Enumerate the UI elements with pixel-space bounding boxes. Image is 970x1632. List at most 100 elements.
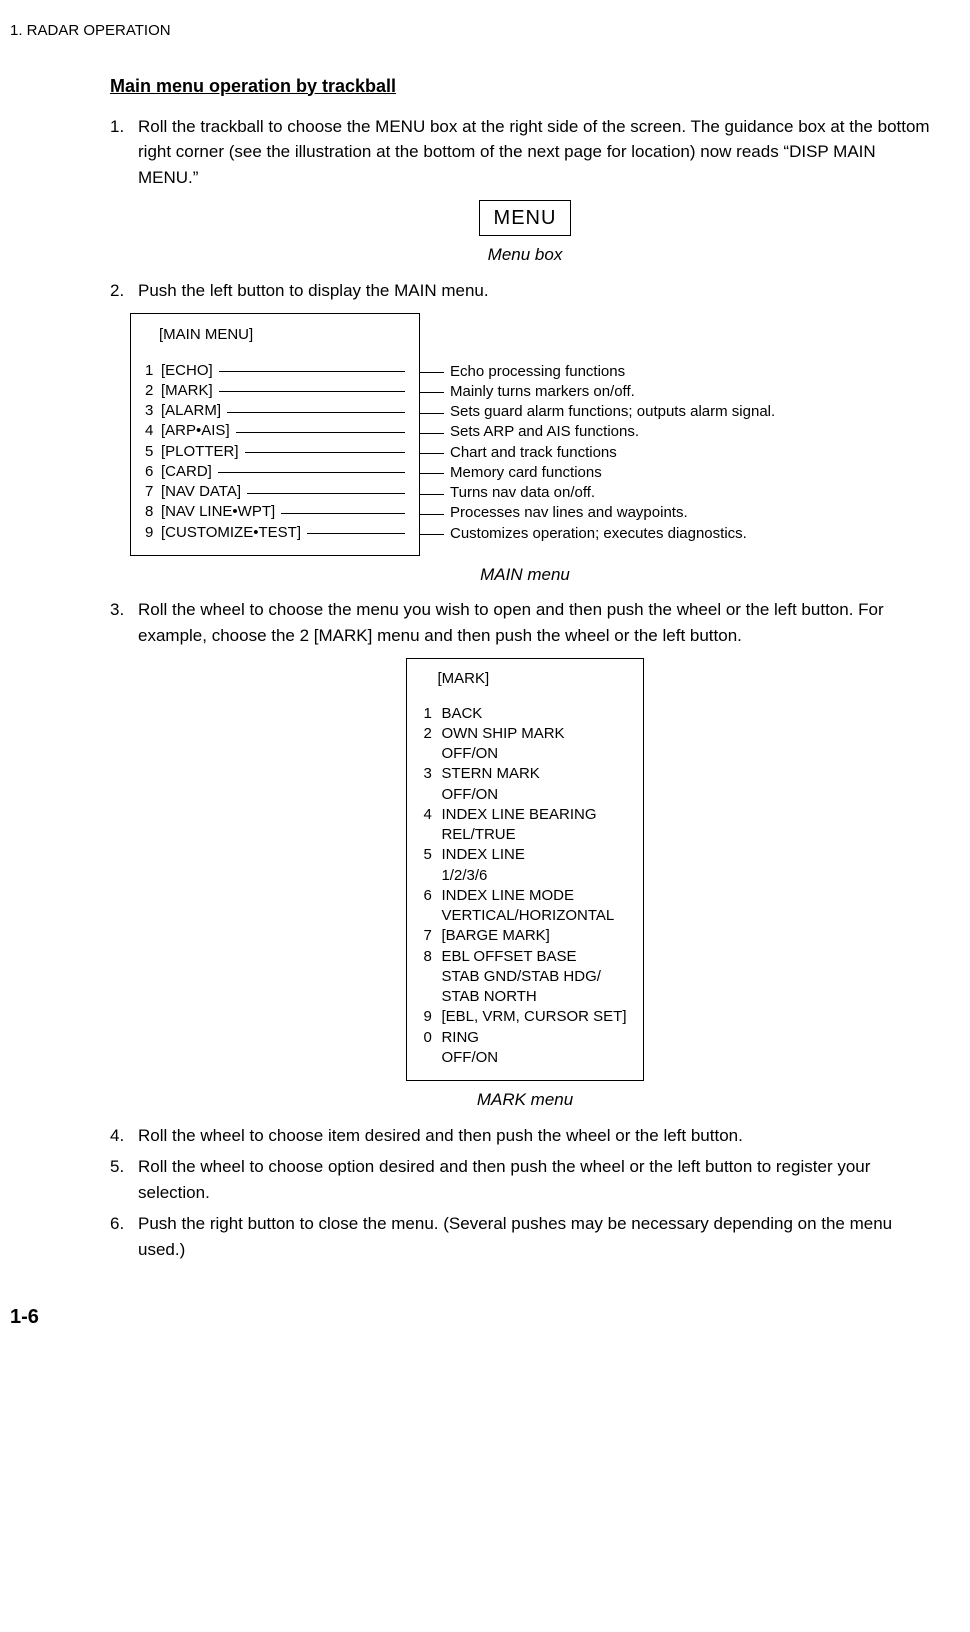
mark-menu-item: 0RING <box>423 1028 626 1048</box>
item-label: [ECHO] <box>161 361 219 381</box>
item-label: [ARP•AIS] <box>161 421 236 441</box>
step-number: 6. <box>110 1211 138 1262</box>
item-option: STAB NORTH <box>423 987 626 1007</box>
main-menu-desc: Sets guard alarm functions; outputs alar… <box>420 402 775 422</box>
menu-box-figure: MENU <box>110 200 940 236</box>
item-option: 1/2/3/6 <box>423 866 626 886</box>
page-header: 1. RADAR OPERATION <box>10 20 950 43</box>
desc-text: Sets guard alarm functions; outputs alar… <box>450 402 775 422</box>
item-number: 8 <box>423 947 441 967</box>
main-menu-desc: Mainly turns markers on/off. <box>420 382 775 402</box>
leader-line <box>307 533 405 534</box>
main-menu-item: 2[MARK] <box>145 381 405 401</box>
item-number: 9 <box>145 523 161 543</box>
step-4: 4. Roll the wheel to choose item desired… <box>110 1123 940 1149</box>
mark-menu-item: 4INDEX LINE BEARING <box>423 805 626 825</box>
main-menu-desc: Chart and track functions <box>420 443 775 463</box>
main-menu-item: 7[NAV DATA] <box>145 482 405 502</box>
item-number: 8 <box>145 502 161 522</box>
item-number: 7 <box>423 926 441 946</box>
item-label: [BARGE MARK] <box>441 926 549 946</box>
item-number: 4 <box>423 805 441 825</box>
desc-text: Processes nav lines and waypoints. <box>450 503 688 523</box>
desc-text: Customizes operation; executes diagnosti… <box>450 524 747 544</box>
mark-menu-box: [MARK] 1BACK2OWN SHIP MARKOFF/ON3STERN M… <box>406 658 643 1081</box>
desc-text: Echo processing functions <box>450 362 625 382</box>
main-menu-box: [MAIN MENU] 1[ECHO]2[MARK]3[ALARM]4[ARP•… <box>130 313 420 556</box>
item-label: INDEX LINE MODE <box>441 886 574 906</box>
main-menu-item: 6[CARD] <box>145 462 405 482</box>
leader-line <box>247 493 405 494</box>
section-title: Main menu operation by trackball <box>110 73 940 100</box>
leader-line <box>245 452 405 453</box>
main-menu-desc: Echo processing functions <box>420 362 775 382</box>
item-option: OFF/ON <box>423 1048 626 1068</box>
desc-text: Mainly turns markers on/off. <box>450 382 635 402</box>
leader-line <box>420 413 444 414</box>
main-menu-item: 9[CUSTOMIZE•TEST] <box>145 523 405 543</box>
step-1: 1. Roll the trackball to choose the MENU… <box>110 114 940 191</box>
item-number: 0 <box>423 1028 441 1048</box>
item-label: OWN SHIP MARK <box>441 724 564 744</box>
main-menu-desc: Customizes operation; executes diagnosti… <box>420 524 775 544</box>
item-option: OFF/ON <box>423 744 626 764</box>
main-menu-item: 4[ARP•AIS] <box>145 421 405 441</box>
step-number: 5. <box>110 1154 138 1205</box>
menu-box: MENU <box>479 200 572 236</box>
item-label: INDEX LINE <box>441 845 524 865</box>
step-number: 1. <box>110 114 138 191</box>
main-menu-item: 3[ALARM] <box>145 401 405 421</box>
leader-line <box>420 514 444 515</box>
leader-line <box>420 453 444 454</box>
main-menu-figure: [MAIN MENU] 1[ECHO]2[MARK]3[ALARM]4[ARP•… <box>130 313 940 556</box>
mark-menu-item: 8EBL OFFSET BASE <box>423 947 626 967</box>
item-label: STERN MARK <box>441 764 539 784</box>
item-number: 5 <box>423 845 441 865</box>
main-menu-item: 5[PLOTTER] <box>145 442 405 462</box>
step-number: 2. <box>110 278 138 304</box>
item-number: 6 <box>145 462 161 482</box>
main-menu-desc: Memory card functions <box>420 463 775 483</box>
step-text: Roll the wheel to choose option desired … <box>138 1154 940 1205</box>
step-5: 5. Roll the wheel to choose option desir… <box>110 1154 940 1205</box>
leader-line <box>420 372 444 373</box>
main-menu-item: 1[ECHO] <box>145 361 405 381</box>
step-number: 4. <box>110 1123 138 1149</box>
item-label: [CUSTOMIZE•TEST] <box>161 523 307 543</box>
mark-menu-item: 7[BARGE MARK] <box>423 926 626 946</box>
step-3: 3. Roll the wheel to choose the menu you… <box>110 597 940 648</box>
caption-menu-box: Menu box <box>110 242 940 268</box>
leader-line <box>281 513 405 514</box>
item-number: 2 <box>145 381 161 401</box>
item-label: [EBL, VRM, CURSOR SET] <box>441 1007 626 1027</box>
item-label: RING <box>441 1028 479 1048</box>
caption-mark-menu: MARK menu <box>110 1087 940 1113</box>
item-label: [CARD] <box>161 462 218 482</box>
step-text: Push the right button to close the menu.… <box>138 1211 940 1262</box>
item-label: [NAV LINE•WPT] <box>161 502 281 522</box>
mark-menu-item: 5INDEX LINE <box>423 845 626 865</box>
leader-line <box>420 473 444 474</box>
step-text: Roll the trackball to choose the MENU bo… <box>138 114 940 191</box>
item-number: 3 <box>145 401 161 421</box>
item-number: 3 <box>423 764 441 784</box>
mark-menu-item: 1BACK <box>423 704 626 724</box>
step-text: Roll the wheel to choose the menu you wi… <box>138 597 940 648</box>
mark-menu-title: [MARK] <box>423 669 626 689</box>
page-number: 1-6 <box>10 1302 950 1332</box>
step-6: 6. Push the right button to close the me… <box>110 1211 940 1262</box>
caption-main-menu: MAIN menu <box>110 562 940 588</box>
item-option: STAB GND/STAB HDG/ <box>423 967 626 987</box>
desc-text: Sets ARP and AIS functions. <box>450 422 639 442</box>
leader-line <box>219 391 405 392</box>
item-number: 9 <box>423 1007 441 1027</box>
step-number: 3. <box>110 597 138 648</box>
main-menu-desc: Turns nav data on/off. <box>420 483 775 503</box>
main-menu-descriptions: Echo processing functionsMainly turns ma… <box>420 313 775 556</box>
leader-line <box>219 371 405 372</box>
leader-line <box>227 412 405 413</box>
item-label: [NAV DATA] <box>161 482 247 502</box>
main-menu-desc: Sets ARP and AIS functions. <box>420 422 775 442</box>
item-option: VERTICAL/HORIZONTAL <box>423 906 626 926</box>
content: Main menu operation by trackball 1. Roll… <box>110 73 940 1263</box>
